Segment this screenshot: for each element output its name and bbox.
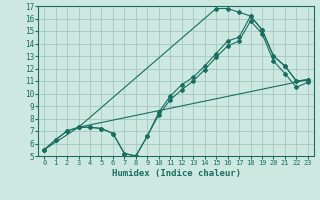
X-axis label: Humidex (Indice chaleur): Humidex (Indice chaleur) [111, 169, 241, 178]
